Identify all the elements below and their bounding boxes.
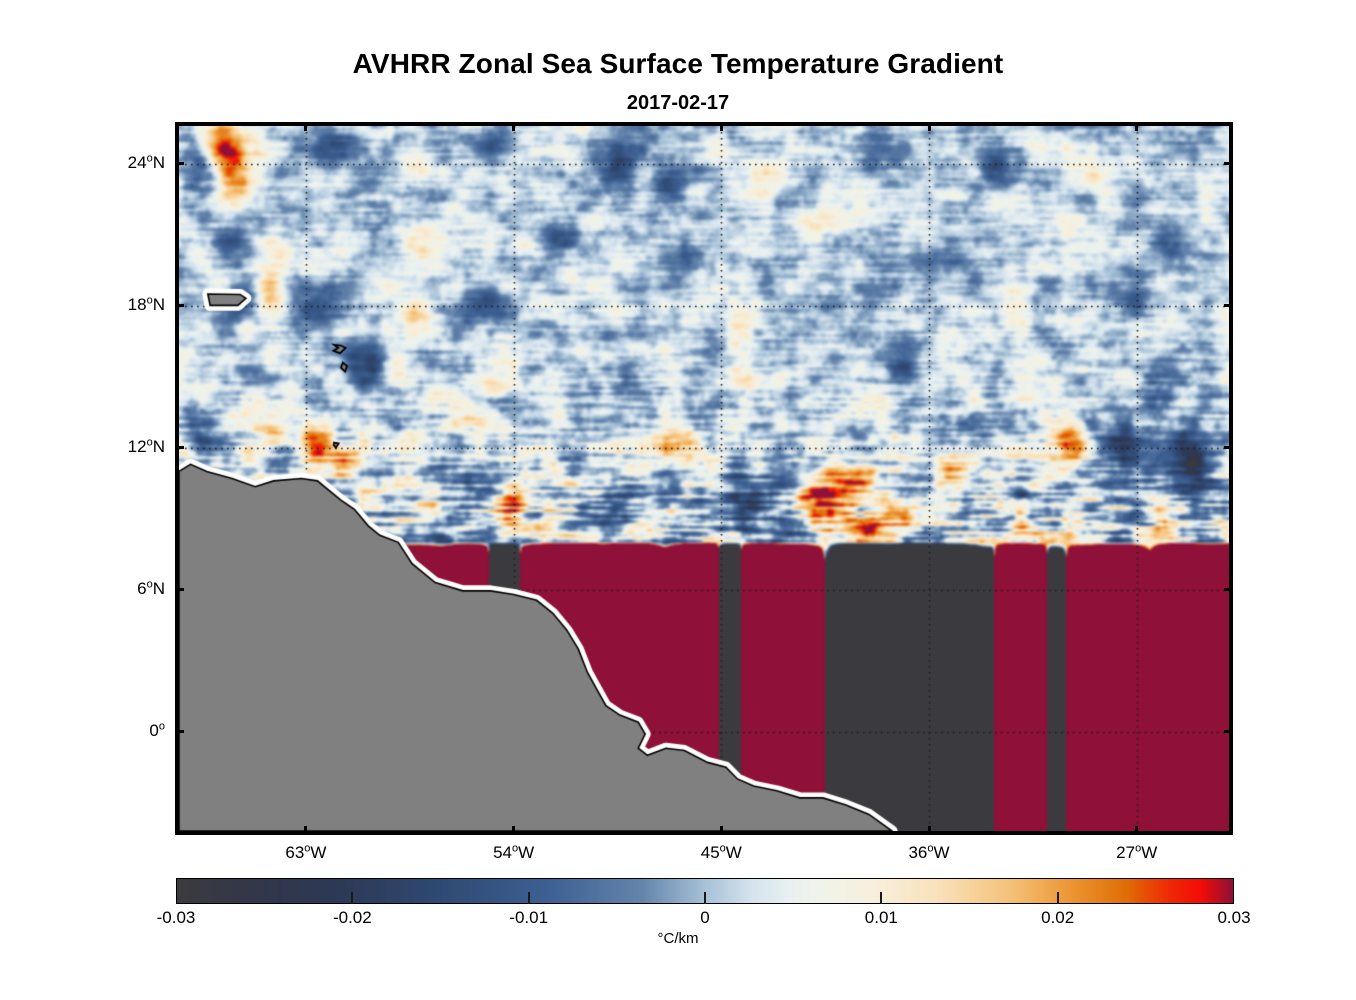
colorbar-tick [880, 892, 883, 904]
y-axis-label: 12oN [127, 436, 165, 456]
colorbar-tick [351, 892, 354, 904]
x-axis-tick [304, 122, 308, 131]
x-axis-tick [927, 826, 931, 835]
colorbar-tick-label: 0.02 [1041, 908, 1075, 927]
y-axis-tick [175, 162, 184, 166]
x-axis-tick [512, 122, 516, 131]
x-axis-label: 27oW [1116, 842, 1158, 862]
x-axis-tick [719, 826, 723, 835]
y-axis-tick [175, 730, 184, 734]
x-axis-tick [1135, 122, 1139, 131]
colorbar-tick-label: -0.03 [156, 908, 196, 927]
y-axis-label: 24oN [127, 152, 165, 172]
x-axis-label: 36oW [908, 842, 950, 862]
colorbar-tick-label: 0 [700, 908, 710, 927]
y-axis-tick [1224, 304, 1233, 308]
figure-subtitle: 2017-02-17 [626, 92, 730, 114]
colorbar-tick [1056, 892, 1059, 904]
x-axis-tick [512, 826, 516, 835]
figure-title: AVHRR Zonal Sea Surface Temperature Grad… [352, 48, 1004, 79]
x-axis-tick [1135, 826, 1139, 835]
y-axis-tick [175, 588, 184, 592]
sst-gradient-heatmap [179, 126, 1229, 831]
x-axis-label: 45oW [700, 842, 742, 862]
y-axis-tick [175, 304, 184, 308]
y-axis-label: 18oN [127, 294, 165, 314]
colorbar-tick [704, 892, 706, 904]
colorbar-tick [527, 892, 530, 904]
y-axis-tick [1224, 730, 1233, 734]
x-axis-label: 54oW [493, 842, 535, 862]
y-axis-tick [1224, 162, 1233, 166]
colorbar-tick-label: 0.03 [1217, 908, 1251, 927]
colorbar-tick-label: -0.02 [332, 908, 372, 927]
colorbar-tick-label: 0.01 [864, 908, 898, 927]
x-axis-tick [304, 826, 308, 835]
x-axis-label: 63oW [285, 842, 327, 862]
x-axis-tick [719, 122, 723, 131]
y-axis-tick [1224, 446, 1233, 450]
y-axis-label: 6oN [137, 578, 165, 598]
map-axes [175, 122, 1233, 835]
y-axis-tick [175, 446, 184, 450]
x-axis-tick [927, 122, 931, 131]
y-axis-tick [1224, 588, 1233, 592]
colorbar-unit-label: °C/km [657, 930, 699, 947]
y-axis-label: 0o [149, 719, 165, 740]
colorbar-tick-label: -0.01 [509, 908, 549, 927]
